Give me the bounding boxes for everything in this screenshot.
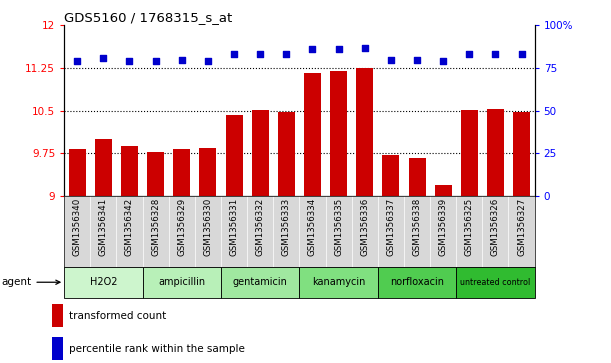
Text: GSM1356337: GSM1356337 <box>386 198 395 256</box>
Point <box>334 46 343 52</box>
Text: GSM1356333: GSM1356333 <box>282 198 291 256</box>
Point <box>98 55 108 61</box>
Bar <box>513 112 530 363</box>
Text: transformed count: transformed count <box>69 311 167 321</box>
Point <box>386 57 396 62</box>
Bar <box>52 337 63 360</box>
Bar <box>68 150 86 363</box>
Text: GSM1356330: GSM1356330 <box>203 198 213 256</box>
Point <box>72 58 82 64</box>
Bar <box>278 113 295 363</box>
Bar <box>382 155 400 363</box>
Text: H2O2: H2O2 <box>90 277 117 287</box>
Text: GSM1356340: GSM1356340 <box>73 198 82 256</box>
Point <box>491 52 500 57</box>
Bar <box>434 185 452 363</box>
Bar <box>174 150 190 363</box>
Point <box>307 46 317 52</box>
Text: GSM1356342: GSM1356342 <box>125 198 134 256</box>
Bar <box>95 139 112 363</box>
Bar <box>487 109 504 363</box>
Bar <box>299 267 378 298</box>
Text: norfloxacin: norfloxacin <box>390 277 444 287</box>
Text: GSM1356332: GSM1356332 <box>255 198 265 256</box>
Bar <box>147 152 164 363</box>
Point <box>282 52 291 57</box>
Bar <box>252 110 269 363</box>
Text: GSM1356328: GSM1356328 <box>151 198 160 256</box>
Text: GSM1356329: GSM1356329 <box>177 198 186 256</box>
Point <box>151 58 161 64</box>
Text: agent: agent <box>1 277 60 287</box>
Text: percentile rank within the sample: percentile rank within the sample <box>69 344 245 354</box>
Bar <box>409 158 425 363</box>
Point <box>412 57 422 62</box>
Bar <box>304 73 321 363</box>
Point <box>255 52 265 57</box>
Bar <box>356 68 373 363</box>
Text: GSM1356336: GSM1356336 <box>360 198 369 256</box>
Bar <box>225 115 243 363</box>
Text: gentamicin: gentamicin <box>233 277 288 287</box>
Bar <box>378 267 456 298</box>
Point <box>177 57 187 62</box>
Point <box>464 52 474 57</box>
Bar <box>456 267 535 298</box>
Bar <box>121 146 138 363</box>
Point <box>203 58 213 64</box>
Text: kanamycin: kanamycin <box>312 277 365 287</box>
Point <box>438 58 448 64</box>
Text: GSM1356326: GSM1356326 <box>491 198 500 256</box>
Text: GSM1356341: GSM1356341 <box>99 198 108 256</box>
Bar <box>199 148 216 363</box>
Point <box>360 45 370 50</box>
Text: GSM1356335: GSM1356335 <box>334 198 343 256</box>
Bar <box>330 72 347 363</box>
Text: GSM1356331: GSM1356331 <box>230 198 238 256</box>
Text: ampicillin: ampicillin <box>158 277 205 287</box>
Text: GDS5160 / 1768315_s_at: GDS5160 / 1768315_s_at <box>64 11 232 24</box>
Text: untreated control: untreated control <box>460 278 530 287</box>
Text: GSM1356339: GSM1356339 <box>439 198 448 256</box>
Text: GSM1356327: GSM1356327 <box>517 198 526 256</box>
Text: GSM1356325: GSM1356325 <box>465 198 474 256</box>
Bar <box>221 267 299 298</box>
Bar <box>64 267 142 298</box>
Bar <box>461 110 478 363</box>
Bar <box>142 267 221 298</box>
Bar <box>52 304 63 327</box>
Point <box>125 58 134 64</box>
Text: GSM1356334: GSM1356334 <box>308 198 317 256</box>
Point <box>517 52 527 57</box>
Point <box>229 52 239 57</box>
Text: GSM1356338: GSM1356338 <box>412 198 422 256</box>
